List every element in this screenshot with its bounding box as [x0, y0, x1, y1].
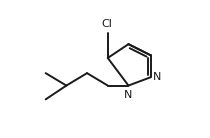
Text: N: N: [124, 90, 133, 100]
Text: Cl: Cl: [101, 19, 112, 29]
Text: N: N: [152, 72, 161, 82]
